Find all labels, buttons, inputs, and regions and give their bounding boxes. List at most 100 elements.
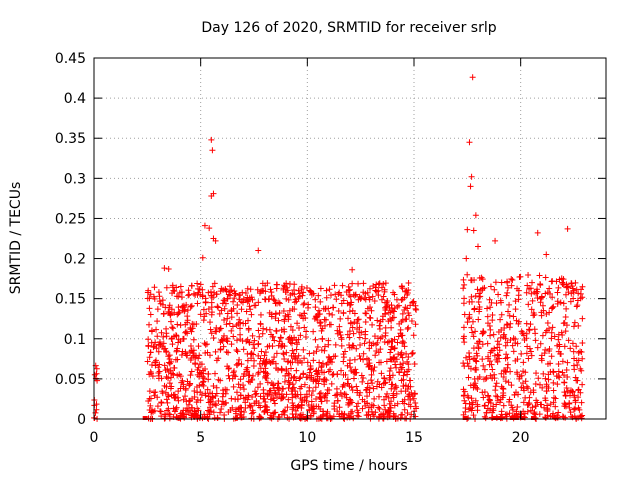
data-point bbox=[391, 336, 398, 343]
data-point bbox=[482, 375, 489, 382]
plot-frame bbox=[93, 57, 607, 420]
data-point bbox=[173, 404, 180, 411]
data-point bbox=[352, 366, 359, 373]
data-point bbox=[343, 288, 350, 295]
data-point bbox=[260, 325, 267, 332]
data-point bbox=[313, 367, 320, 374]
data-point bbox=[242, 289, 249, 296]
data-point bbox=[374, 378, 381, 385]
data-point bbox=[210, 409, 217, 416]
data-point bbox=[354, 407, 361, 414]
data-point bbox=[468, 395, 475, 402]
data-point bbox=[467, 277, 474, 284]
data-point bbox=[489, 317, 496, 324]
data-point bbox=[503, 292, 510, 299]
data-point bbox=[270, 385, 277, 392]
y-tick-label: 0.05 bbox=[55, 372, 86, 388]
data-point bbox=[310, 403, 317, 410]
data-point bbox=[159, 388, 166, 395]
data-point bbox=[335, 308, 342, 315]
data-point bbox=[525, 326, 532, 333]
data-point bbox=[575, 357, 582, 364]
data-point bbox=[361, 295, 368, 302]
data-point bbox=[579, 315, 586, 322]
data-point bbox=[496, 355, 503, 362]
data-point bbox=[220, 297, 227, 304]
data-point bbox=[156, 338, 163, 345]
data-point bbox=[381, 396, 388, 403]
data-point bbox=[224, 315, 231, 322]
data-point bbox=[487, 283, 494, 290]
data-point bbox=[258, 348, 265, 355]
data-point bbox=[244, 336, 251, 343]
data-point bbox=[301, 381, 308, 388]
data-point bbox=[467, 365, 474, 372]
data-point bbox=[231, 288, 238, 295]
data-point bbox=[278, 334, 285, 341]
data-point bbox=[532, 337, 539, 344]
data-point bbox=[293, 346, 300, 353]
data-point bbox=[203, 341, 210, 348]
data-point bbox=[315, 311, 322, 318]
data-point bbox=[202, 392, 209, 399]
data-point bbox=[238, 361, 245, 368]
data-point bbox=[289, 410, 296, 417]
data-point bbox=[321, 343, 328, 350]
data-point bbox=[219, 336, 226, 343]
data-point bbox=[227, 292, 234, 299]
data-point bbox=[332, 353, 339, 360]
data-point bbox=[464, 226, 471, 233]
data-point bbox=[168, 335, 175, 342]
data-point bbox=[405, 353, 412, 360]
data-point bbox=[390, 390, 397, 397]
data-point bbox=[296, 375, 303, 382]
data-point bbox=[531, 326, 538, 333]
data-point bbox=[489, 311, 496, 318]
data-point bbox=[195, 343, 202, 350]
data-point bbox=[197, 370, 204, 377]
data-point bbox=[272, 315, 279, 322]
data-point bbox=[383, 303, 390, 310]
data-point bbox=[312, 336, 319, 343]
data-point bbox=[399, 354, 406, 361]
data-point bbox=[462, 408, 469, 415]
data-point bbox=[472, 328, 479, 335]
data-point bbox=[163, 284, 170, 291]
data-point bbox=[372, 352, 379, 359]
data-point bbox=[412, 399, 419, 406]
data-point bbox=[294, 320, 301, 327]
data-point bbox=[320, 305, 327, 312]
data-point bbox=[238, 306, 245, 313]
data-point bbox=[475, 344, 482, 351]
data-point bbox=[406, 312, 413, 319]
data-point bbox=[368, 307, 375, 314]
data-point bbox=[472, 212, 479, 219]
data-point bbox=[375, 393, 382, 400]
data-point bbox=[395, 333, 402, 340]
data-point bbox=[217, 325, 224, 332]
data-point bbox=[146, 305, 153, 312]
data-point bbox=[182, 329, 189, 336]
data-point bbox=[350, 375, 357, 382]
data-point bbox=[577, 413, 584, 420]
data-point bbox=[329, 311, 336, 318]
data-point bbox=[360, 289, 367, 296]
data-point bbox=[526, 327, 533, 334]
data-point bbox=[298, 402, 305, 409]
data-point bbox=[575, 386, 582, 393]
data-point bbox=[342, 371, 349, 378]
data-point bbox=[287, 339, 294, 346]
data-point bbox=[555, 368, 562, 375]
data-point bbox=[473, 350, 480, 357]
data-point bbox=[315, 380, 322, 387]
data-point bbox=[175, 310, 182, 317]
data-point bbox=[347, 364, 354, 371]
data-point bbox=[207, 397, 214, 404]
y-tick-label: 0.4 bbox=[64, 91, 86, 107]
data-point bbox=[550, 387, 557, 394]
data-point bbox=[402, 388, 409, 395]
data-point bbox=[353, 383, 360, 390]
data-point bbox=[410, 332, 417, 339]
data-point bbox=[286, 336, 293, 343]
data-point bbox=[381, 402, 388, 409]
